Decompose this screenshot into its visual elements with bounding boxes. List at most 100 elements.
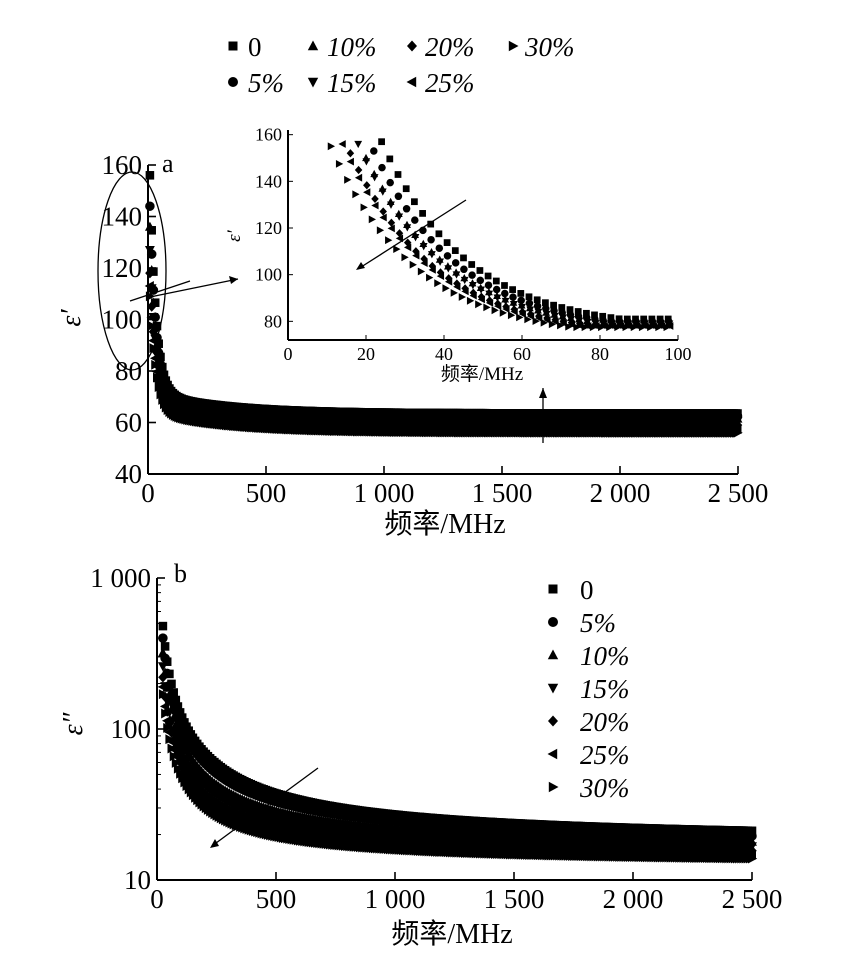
inset-xlabel: 频率/MHz (441, 363, 523, 385)
data-point-inset (435, 244, 444, 252)
data-point-inset (451, 259, 460, 267)
x-tick-label-b: 1 000 (365, 884, 426, 914)
y-tick-label-a: 80 (115, 356, 142, 386)
data-point-inset (460, 254, 467, 262)
x-tick-label-a: 1 500 (472, 478, 533, 508)
y-tick-label-inset: 100 (255, 265, 282, 285)
legend-marker-b (547, 649, 559, 660)
y-tick-label-a: 60 (115, 408, 142, 438)
data-point-inset (460, 265, 468, 274)
data-point-inset (450, 289, 458, 297)
y-tick-label-inset: 120 (255, 218, 282, 238)
data-point-inset (346, 149, 355, 158)
data-point-inset (354, 165, 363, 175)
legend-marker-diamond (407, 40, 417, 52)
legend-marker-triangle-up (307, 40, 319, 51)
data-point-a (145, 201, 155, 211)
data-point-inset (354, 173, 363, 182)
legend-label: 5% (248, 68, 284, 98)
y-tick-label-a: 160 (102, 150, 143, 180)
data-point-inset (360, 203, 368, 212)
data-point-inset (411, 216, 419, 224)
data-point-inset (387, 201, 395, 209)
data-point-inset (401, 253, 409, 262)
panel-a-ylabel: ε′ (56, 309, 87, 327)
legend-label-b: 10% (580, 641, 630, 671)
x-tick-label-inset: 40 (435, 344, 453, 364)
data-point-inset (411, 198, 418, 206)
data-point-inset (466, 296, 475, 305)
x-tick-label-inset: 100 (665, 344, 692, 364)
data-point-inset (501, 282, 508, 289)
data-point-inset (354, 140, 363, 149)
legend-marker-b (548, 584, 558, 594)
data-point-inset (338, 140, 346, 148)
x-tick-label-a: 2 500 (708, 478, 769, 508)
legend-b: 05%10%15%20%25%30% (547, 575, 630, 803)
panel-label-b: b (174, 559, 187, 588)
legend-label-b: 20% (580, 707, 630, 737)
data-point-inset (394, 171, 402, 178)
data-point-inset (475, 300, 483, 309)
x-tick-label-a: 1 000 (354, 478, 415, 508)
data-point-inset (368, 215, 377, 224)
data-point-inset (509, 286, 516, 293)
data-point-inset (443, 252, 452, 260)
x-tick-label-inset: 60 (513, 344, 531, 364)
legend-label-b: 25% (580, 740, 630, 770)
data-point-inset (443, 239, 451, 246)
inset-trend-arrow-head (356, 262, 365, 270)
legend-marker-triangle-down (307, 77, 319, 88)
data-point-inset (363, 181, 371, 190)
data-point-inset (362, 158, 371, 166)
x-tick-label-inset: 20 (357, 344, 375, 364)
data-point-inset (451, 247, 459, 254)
data-point-inset (344, 175, 352, 184)
data-point-inset (468, 271, 476, 279)
data-point-inset (394, 192, 403, 201)
data-point-inset (352, 190, 360, 199)
legend-label: 25% (425, 68, 475, 98)
legend-label: 10% (327, 32, 377, 62)
data-point-inset (386, 178, 394, 187)
inset-trend-arrow (357, 199, 467, 270)
legend-label: 20% (425, 32, 475, 62)
legend-marker-b (547, 683, 559, 694)
trend-arrow-b-head (210, 839, 219, 848)
x-tick-label-a: 500 (246, 478, 287, 508)
data-point-inset (533, 296, 541, 304)
trend-arrow-b (211, 767, 319, 847)
legend-marker-b (548, 715, 558, 727)
data-point-inset (442, 284, 450, 293)
data-point-inset (395, 213, 404, 221)
y-tick-label-inset: 140 (255, 171, 282, 191)
panel-a-points (144, 171, 743, 438)
legend-marker-b (548, 617, 558, 627)
panel-a-xlabel: 频率/MHz (384, 508, 505, 540)
legend-label-b: 15% (580, 674, 630, 704)
legend-marker-triangle-left (406, 76, 417, 88)
data-point-inset (370, 147, 378, 155)
panel-a-axes: 40 60 80 100 120 140 160 0 500 1 000 1 500 2 000 2 5… (102, 150, 769, 508)
x-tick-label-a: 0 (141, 478, 155, 508)
panel-b-xlabel: 频率/MHz (391, 918, 512, 950)
x-tick-label-b: 1 500 (484, 884, 545, 914)
data-point-inset (370, 174, 379, 182)
panel-b-ylabel: ε″ (58, 712, 89, 735)
data-point-inset (335, 160, 344, 168)
data-point-inset (419, 210, 426, 217)
legend-marker-square (228, 41, 238, 51)
x-tick-label-b: 500 (256, 884, 297, 914)
data-point-inset (417, 267, 426, 276)
x-tick-label-b: 2 500 (722, 884, 783, 914)
data-point-inset (371, 194, 379, 204)
inset-points (327, 138, 674, 332)
x-tick-label-inset: 0 (284, 344, 293, 364)
legend-marker-triangle-right (508, 40, 519, 52)
panel-b-points (157, 621, 758, 864)
trend-arrow-a-head (539, 388, 547, 398)
x-tick-label-a: 2 000 (590, 478, 651, 508)
data-point-inset (402, 185, 410, 193)
